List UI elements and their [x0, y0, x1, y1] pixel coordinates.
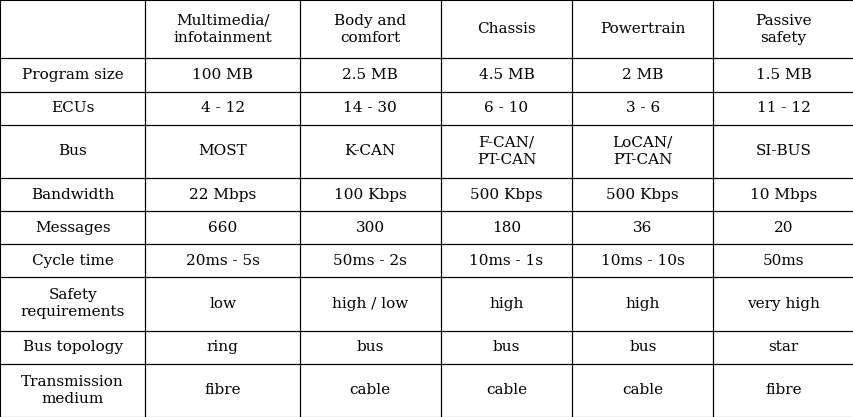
Text: 660: 660 [208, 221, 237, 235]
Text: Transmission
medium: Transmission medium [21, 375, 124, 406]
Text: cable: cable [485, 383, 526, 397]
Text: Program size: Program size [22, 68, 124, 82]
Text: Passive
safety: Passive safety [754, 14, 811, 45]
Text: 20ms - 5s: 20ms - 5s [185, 254, 259, 268]
Text: Safety
requirements: Safety requirements [20, 289, 125, 319]
Text: 2.5 MB: 2.5 MB [342, 68, 397, 82]
Text: ECUs: ECUs [51, 101, 95, 115]
Text: 11 - 12: 11 - 12 [756, 101, 809, 115]
Text: 300: 300 [355, 221, 385, 235]
Text: 180: 180 [491, 221, 520, 235]
Text: 50ms: 50ms [762, 254, 804, 268]
Text: Body and
comfort: Body and comfort [334, 14, 406, 45]
Text: 4.5 MB: 4.5 MB [478, 68, 534, 82]
Text: SI-BUS: SI-BUS [755, 144, 810, 158]
Text: 22 Mbps: 22 Mbps [189, 188, 256, 201]
Text: 20: 20 [773, 221, 792, 235]
Text: K-CAN: K-CAN [345, 144, 396, 158]
Text: Chassis: Chassis [477, 22, 535, 36]
Text: 3 - 6: 3 - 6 [625, 101, 659, 115]
Text: 2 MB: 2 MB [621, 68, 663, 82]
Text: high / low: high / low [332, 297, 408, 311]
Text: Bus topology: Bus topology [22, 340, 123, 354]
Text: Cycle time: Cycle time [32, 254, 113, 268]
Text: very high: very high [746, 297, 819, 311]
Text: low: low [209, 297, 235, 311]
Text: fibre: fibre [764, 383, 801, 397]
Text: high: high [489, 297, 523, 311]
Text: bus: bus [629, 340, 656, 354]
Text: 10ms - 10s: 10ms - 10s [601, 254, 684, 268]
Text: Bus: Bus [58, 144, 87, 158]
Text: fibre: fibre [204, 383, 241, 397]
Text: Bandwidth: Bandwidth [31, 188, 114, 201]
Text: 50ms - 2s: 50ms - 2s [333, 254, 407, 268]
Text: 10 Mbps: 10 Mbps [749, 188, 816, 201]
Text: Powertrain: Powertrain [600, 22, 685, 36]
Text: Multimedia/
infotainment: Multimedia/ infotainment [173, 14, 271, 45]
Text: LoCAN/
PT-CAN: LoCAN/ PT-CAN [612, 136, 672, 167]
Text: bus: bus [356, 340, 384, 354]
Text: 500 Kbps: 500 Kbps [606, 188, 678, 201]
Text: high: high [625, 297, 659, 311]
Text: 100 MB: 100 MB [192, 68, 252, 82]
Text: MOST: MOST [198, 144, 247, 158]
Text: bus: bus [492, 340, 519, 354]
Text: cable: cable [349, 383, 391, 397]
Text: ring: ring [206, 340, 238, 354]
Text: F-CAN/
PT-CAN: F-CAN/ PT-CAN [476, 136, 536, 167]
Text: star: star [768, 340, 798, 354]
Text: cable: cable [622, 383, 663, 397]
Text: 6 - 10: 6 - 10 [484, 101, 528, 115]
Text: 14 - 30: 14 - 30 [343, 101, 397, 115]
Text: 4 - 12: 4 - 12 [200, 101, 244, 115]
Text: 10ms - 1s: 10ms - 1s [469, 254, 543, 268]
Text: Messages: Messages [35, 221, 110, 235]
Text: 500 Kbps: 500 Kbps [470, 188, 543, 201]
Text: 36: 36 [632, 221, 652, 235]
Text: 100 Kbps: 100 Kbps [334, 188, 406, 201]
Text: 1.5 MB: 1.5 MB [755, 68, 810, 82]
